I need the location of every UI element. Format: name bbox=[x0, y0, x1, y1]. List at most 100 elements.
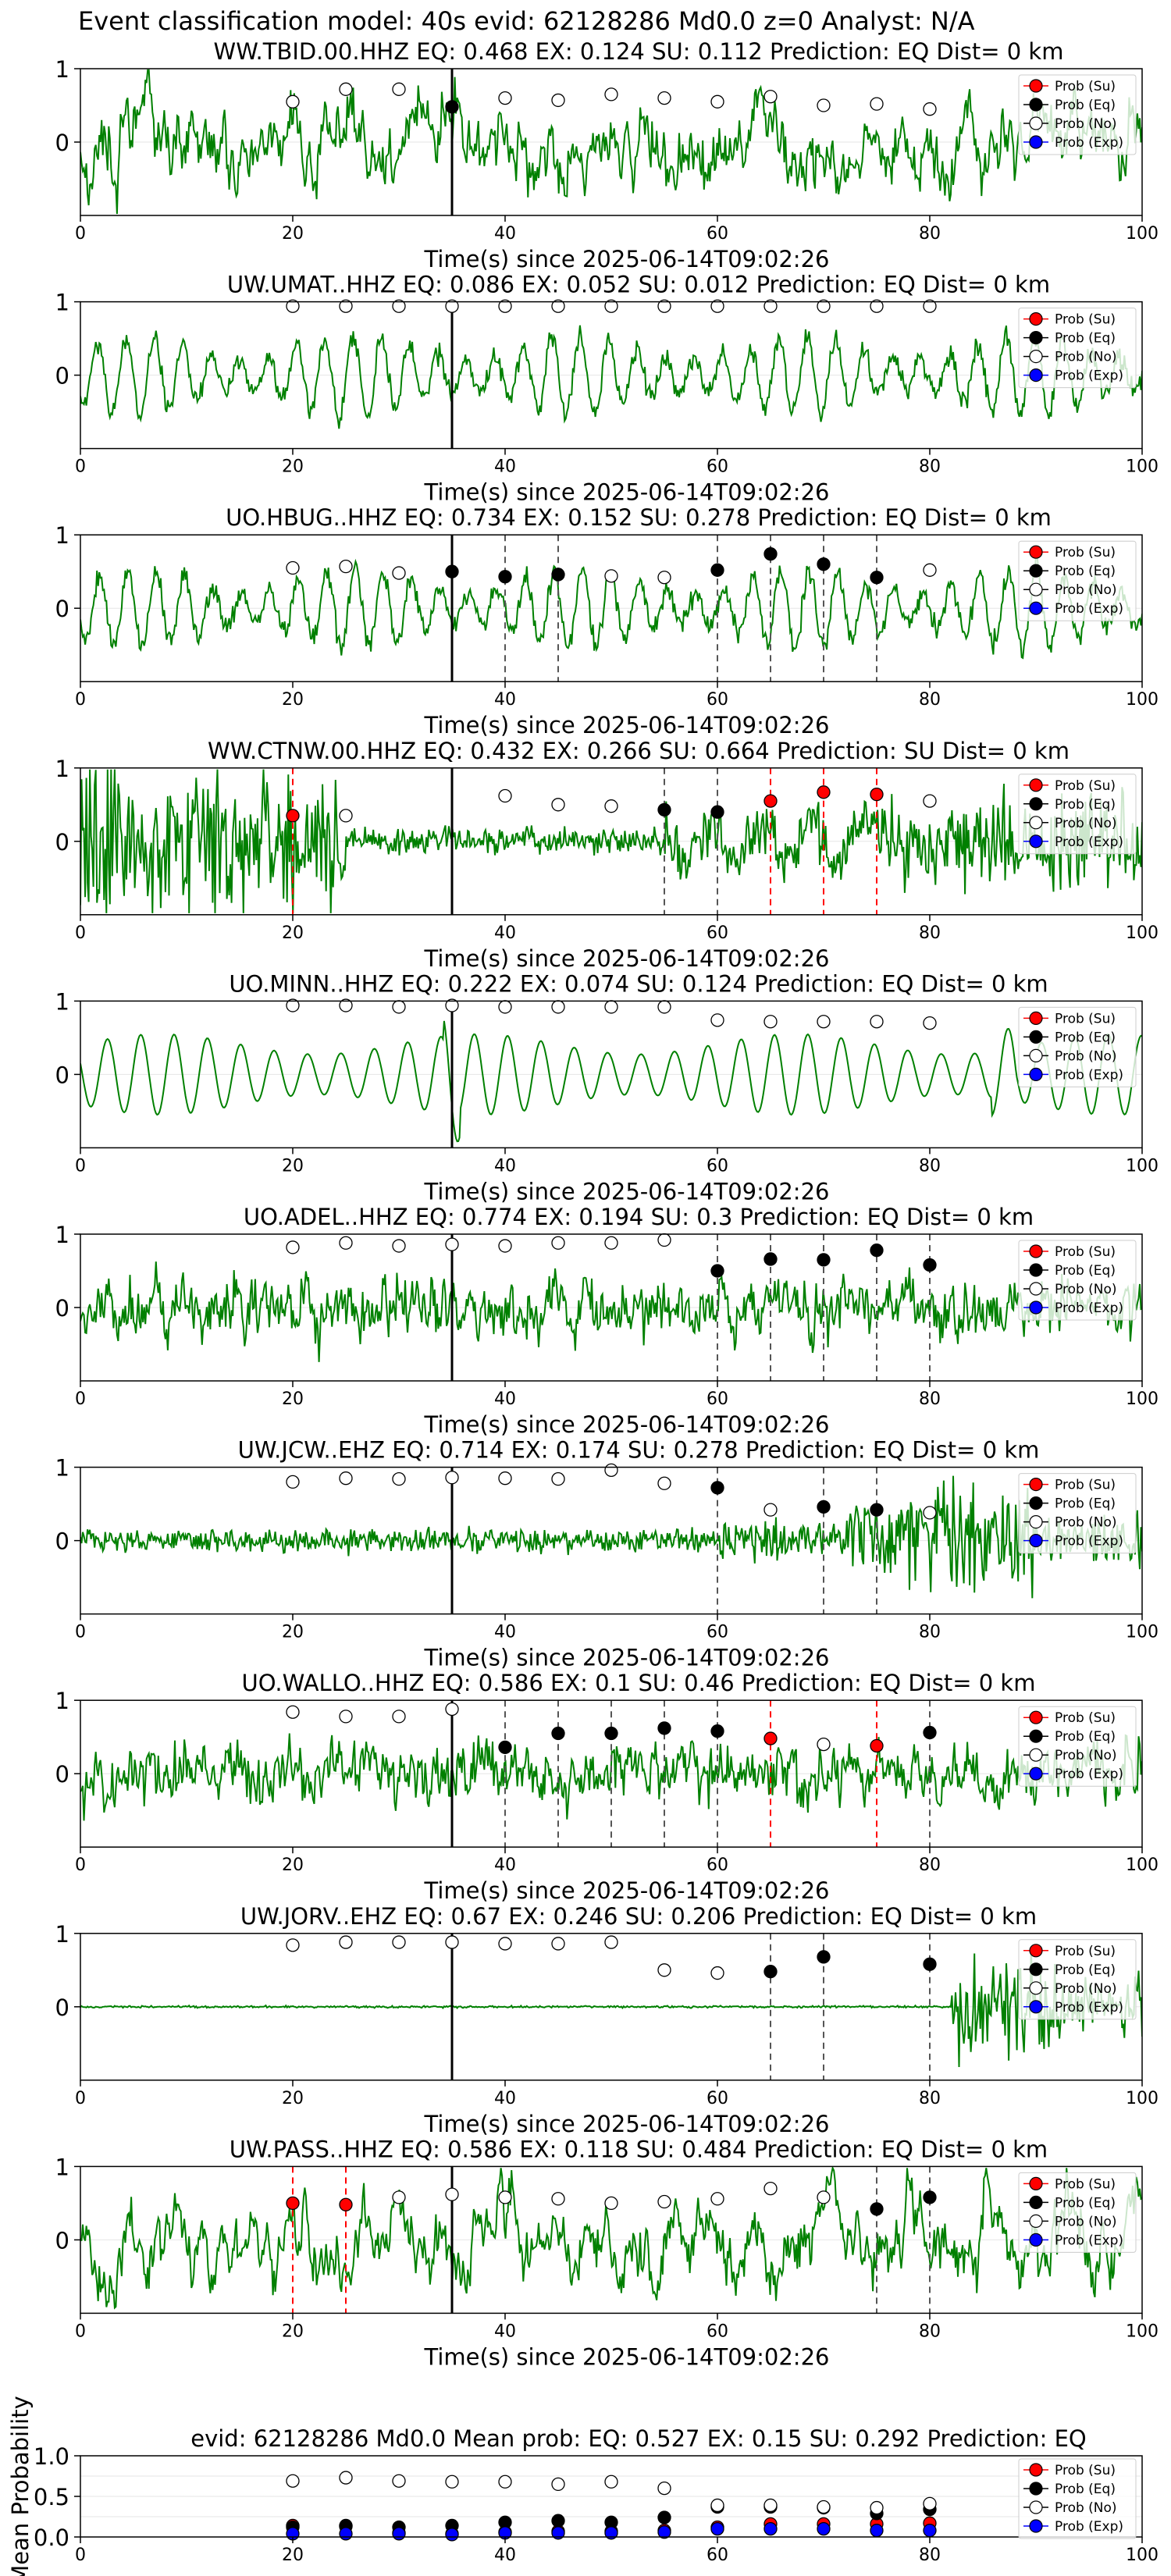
waveform-trace bbox=[80, 69, 1142, 215]
x-axis: 0 20 40 60 80 100 Time(s) since 2025-06-14T09:… bbox=[75, 1614, 1159, 1671]
legend-marker bbox=[1029, 1300, 1043, 1315]
prob-marker-no bbox=[286, 1938, 300, 1952]
station-panel: WW.CTNW.00.HHZ EQ: 0.432 EX: 0.266 SU: 0… bbox=[55, 738, 1143, 916]
mean-prob-point-no bbox=[657, 2481, 671, 2496]
panel-title: UO.ADEL..HHZ EQ: 0.774 EX: 0.194 SU: 0.3… bbox=[244, 1204, 1034, 1230]
prob-marker-no bbox=[604, 299, 618, 313]
legend-marker bbox=[1029, 1944, 1043, 1958]
prob-marker-no bbox=[498, 788, 512, 803]
prob-marker-no bbox=[339, 299, 353, 313]
prob-marker-eq bbox=[870, 2202, 884, 2216]
x-tick-label: 20 bbox=[282, 690, 304, 710]
x-axis: 0 20 40 60 80 100 Time(s) since 2025-06-14T09:… bbox=[75, 2080, 1159, 2137]
prob-marker-no bbox=[710, 1966, 724, 1980]
legend-label: Prob (Exp) bbox=[1055, 2519, 1123, 2535]
prob-marker-no bbox=[923, 794, 937, 808]
x-tick-label: 0 bbox=[75, 1856, 86, 1875]
prob-marker-no bbox=[498, 299, 512, 313]
x-tick-label: 60 bbox=[707, 1389, 728, 1409]
panel-title: UW.JORV..EHZ EQ: 0.67 EX: 0.246 SU: 0.20… bbox=[240, 1903, 1037, 1930]
legend-label: Prob (No) bbox=[1055, 1748, 1117, 1763]
x-axis-label: Time(s) since 2025-06-14T09:02:26 bbox=[424, 479, 830, 506]
x-tick-label: 20 bbox=[282, 923, 304, 943]
x-tick-label: 80 bbox=[919, 1856, 941, 1875]
legend-marker bbox=[1029, 116, 1043, 130]
legend-label: Prob (No) bbox=[1055, 116, 1117, 132]
prob-marker-no bbox=[392, 1471, 406, 1486]
station-panel: UO.HBUG..HHZ EQ: 0.734 EX: 0.152 SU: 0.2… bbox=[55, 504, 1143, 682]
x-tick-label: 40 bbox=[494, 1623, 516, 1642]
prob-marker-no bbox=[657, 2194, 671, 2209]
legend-marker bbox=[1029, 2463, 1043, 2477]
y-tick-label: 1 bbox=[55, 1688, 69, 1714]
mean-prob-point-no bbox=[870, 2500, 884, 2515]
prob-marker-no bbox=[286, 1240, 300, 1254]
legend-box bbox=[1018, 1006, 1137, 1087]
prob-marker-eq bbox=[817, 1253, 831, 1267]
x-tick-label: 100 bbox=[1126, 690, 1159, 710]
prob-marker-no bbox=[392, 1935, 406, 1949]
prob-marker-eq bbox=[551, 1726, 565, 1741]
legend-label: Prob (No) bbox=[1055, 1981, 1117, 1997]
x-axis: 0 20 40 60 80 100 Time(s) since 2025-06-14T09:… bbox=[75, 1147, 1159, 1204]
prob-marker-no bbox=[286, 560, 300, 575]
prob-marker-su bbox=[286, 809, 300, 823]
legend-box bbox=[1018, 2458, 1137, 2539]
waveform-trace bbox=[80, 325, 1142, 429]
legend-marker bbox=[1029, 1244, 1043, 1258]
mean-prob-point-exp bbox=[817, 2521, 831, 2536]
prob-marker-no bbox=[339, 82, 353, 96]
mean-prob-point-no bbox=[551, 2477, 565, 2492]
legend-label: Prob (Su) bbox=[1055, 312, 1116, 328]
prob-marker-eq bbox=[498, 570, 512, 584]
legend-label: Prob (Exp) bbox=[1055, 1767, 1123, 1782]
x-axis: 0 20 40 60 80 100 Time(s) since 2025-06-14T09:… bbox=[75, 914, 1159, 972]
prob-marker-no bbox=[392, 1000, 406, 1014]
legend-marker bbox=[1029, 1710, 1043, 1724]
legend-marker bbox=[1029, 1533, 1043, 1548]
x-tick-label: 60 bbox=[707, 923, 728, 943]
x-tick-label: 100 bbox=[1126, 1623, 1159, 1642]
mean-prob-point-no bbox=[604, 2475, 618, 2489]
legend-marker bbox=[1029, 368, 1043, 382]
legend-marker bbox=[1029, 1514, 1043, 1529]
prob-marker-no bbox=[445, 1237, 459, 1251]
prob-marker-eq bbox=[710, 1264, 724, 1278]
prob-marker-eq bbox=[763, 1252, 778, 1266]
legend-label: Prob (Eq) bbox=[1055, 2195, 1116, 2211]
y-tick-label: 1 bbox=[55, 522, 69, 549]
prob-marker-no bbox=[286, 1475, 300, 1489]
legend-marker bbox=[1029, 2500, 1043, 2514]
legend-label: Prob (Su) bbox=[1055, 1710, 1116, 1726]
legend: Prob (Su) Prob (Eq) Prob (No) Prob (Exp) bbox=[1018, 2458, 1137, 2539]
prob-marker-su bbox=[286, 2196, 300, 2211]
prob-marker-no bbox=[710, 299, 724, 313]
legend-marker bbox=[1029, 816, 1043, 830]
prob-marker-eq bbox=[817, 557, 831, 571]
legend-box bbox=[1018, 2172, 1137, 2253]
prob-marker-no bbox=[339, 1236, 353, 1250]
prob-marker-no bbox=[710, 94, 724, 109]
legend: Prob (Su) Prob (Eq) Prob (No) Prob (Exp) bbox=[1018, 1473, 1137, 1554]
legend-label: Prob (Eq) bbox=[1055, 564, 1116, 579]
legend-label: Prob (No) bbox=[1055, 1282, 1117, 1297]
y-tick-label: 1 bbox=[55, 2154, 69, 2180]
prob-marker-no bbox=[339, 559, 353, 574]
prob-marker-eq bbox=[763, 546, 778, 561]
legend-label: Prob (Exp) bbox=[1055, 1067, 1123, 1083]
prob-marker-no bbox=[870, 97, 884, 111]
mean-prob-point-no bbox=[286, 2474, 300, 2488]
mean-prob-point-exp bbox=[339, 2527, 353, 2541]
prob-marker-eq bbox=[498, 1740, 512, 1755]
x-axis: 0 20 40 60 80 100 Time(s) since 2025-06-14T09:… bbox=[75, 2313, 1159, 2370]
waveform-trace bbox=[80, 769, 1142, 913]
x-tick-label: 100 bbox=[1126, 2322, 1159, 2341]
x-tick-label: 20 bbox=[282, 457, 304, 477]
prob-marker-no bbox=[923, 563, 937, 577]
x-tick-label: 20 bbox=[282, 2089, 304, 2108]
legend-label: Prob (No) bbox=[1055, 2500, 1117, 2516]
panel-title: UW.UMAT..HHZ EQ: 0.086 EX: 0.052 SU: 0.0… bbox=[227, 272, 1050, 298]
legend-marker bbox=[1029, 98, 1043, 112]
prob-marker-no bbox=[923, 299, 937, 313]
prob-marker-no bbox=[710, 2192, 724, 2206]
